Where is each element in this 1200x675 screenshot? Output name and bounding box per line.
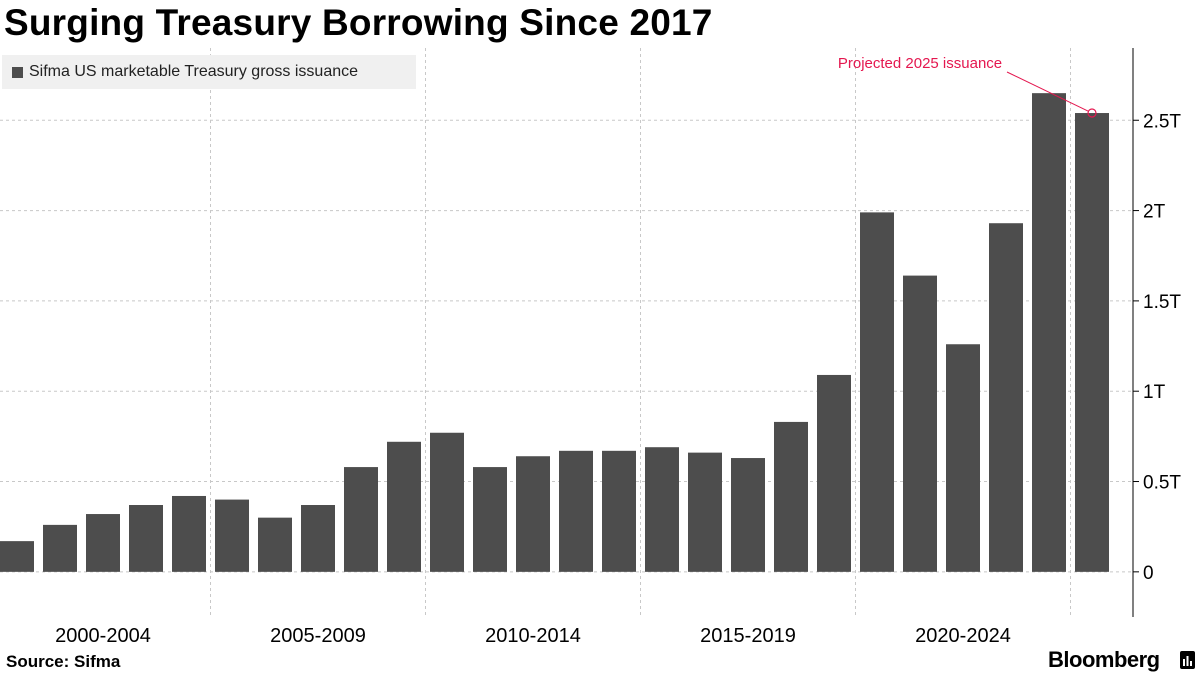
x-axis-labels: 2000-2004 2005-2009 2010-2014 2015-2019 2020… <box>55 625 1011 647</box>
x-tick-label: 2005-2009 <box>270 625 366 647</box>
bar <box>516 456 550 572</box>
bar <box>387 441 421 572</box>
y-tick-label: 2.5T <box>1143 111 1181 132</box>
bar <box>258 517 292 572</box>
chart-title: Surging Treasury Borrowing Since 2017 <box>4 2 713 43</box>
bar <box>989 223 1023 572</box>
x-tick-label: 2000-2004 <box>55 625 151 647</box>
bar <box>860 212 894 572</box>
bar <box>645 447 679 572</box>
annotation-leader <box>1006 71 1089 112</box>
bar <box>301 505 335 572</box>
y-tick-label: 0 <box>1143 563 1154 584</box>
annotation-marker <box>1087 108 1097 118</box>
y-axis: 0 0.5T 1T 1.5T 2T 2.5T <box>1132 48 1181 617</box>
bar <box>129 505 163 572</box>
x-tick-label: 2010-2014 <box>485 625 581 647</box>
bar <box>1032 93 1066 572</box>
bar <box>559 450 593 572</box>
bar <box>0 541 34 572</box>
y-tick-label: 1T <box>1143 382 1166 403</box>
bar <box>903 275 937 572</box>
y-tick-label: 2T <box>1143 202 1166 223</box>
brand-logo: Bloomberg <box>1048 647 1160 672</box>
bar <box>172 495 206 572</box>
legend: Sifma US marketable Treasury gross issua… <box>2 55 416 89</box>
bar <box>817 374 851 572</box>
bar <box>774 421 808 572</box>
legend-swatch <box>12 66 23 78</box>
bar <box>430 432 464 572</box>
y-tick-label: 1.5T <box>1143 292 1181 313</box>
x-tick-label: 2020-2024 <box>915 625 1011 647</box>
bar <box>946 344 980 572</box>
y-tick-label: 0.5T <box>1143 473 1181 494</box>
bar <box>344 467 378 572</box>
annotation-label: Projected 2025 issuance <box>838 55 1002 72</box>
bar <box>86 514 120 572</box>
bar <box>731 458 765 572</box>
bar-series <box>0 93 1109 572</box>
bar <box>43 524 77 572</box>
annotation-group: Projected 2025 issuance <box>838 55 1097 118</box>
bar <box>215 499 249 572</box>
bloomberg-terminal-icon <box>1180 651 1195 669</box>
vertical-gridlines <box>210 48 1071 617</box>
bar <box>473 467 507 572</box>
x-tick-label: 2015-2019 <box>700 625 796 647</box>
bar <box>1075 113 1109 572</box>
source-note: Source: Sifma <box>6 652 121 671</box>
legend-label: Sifma US marketable Treasury gross issua… <box>29 63 359 80</box>
bar <box>602 450 636 572</box>
bar <box>688 452 722 572</box>
